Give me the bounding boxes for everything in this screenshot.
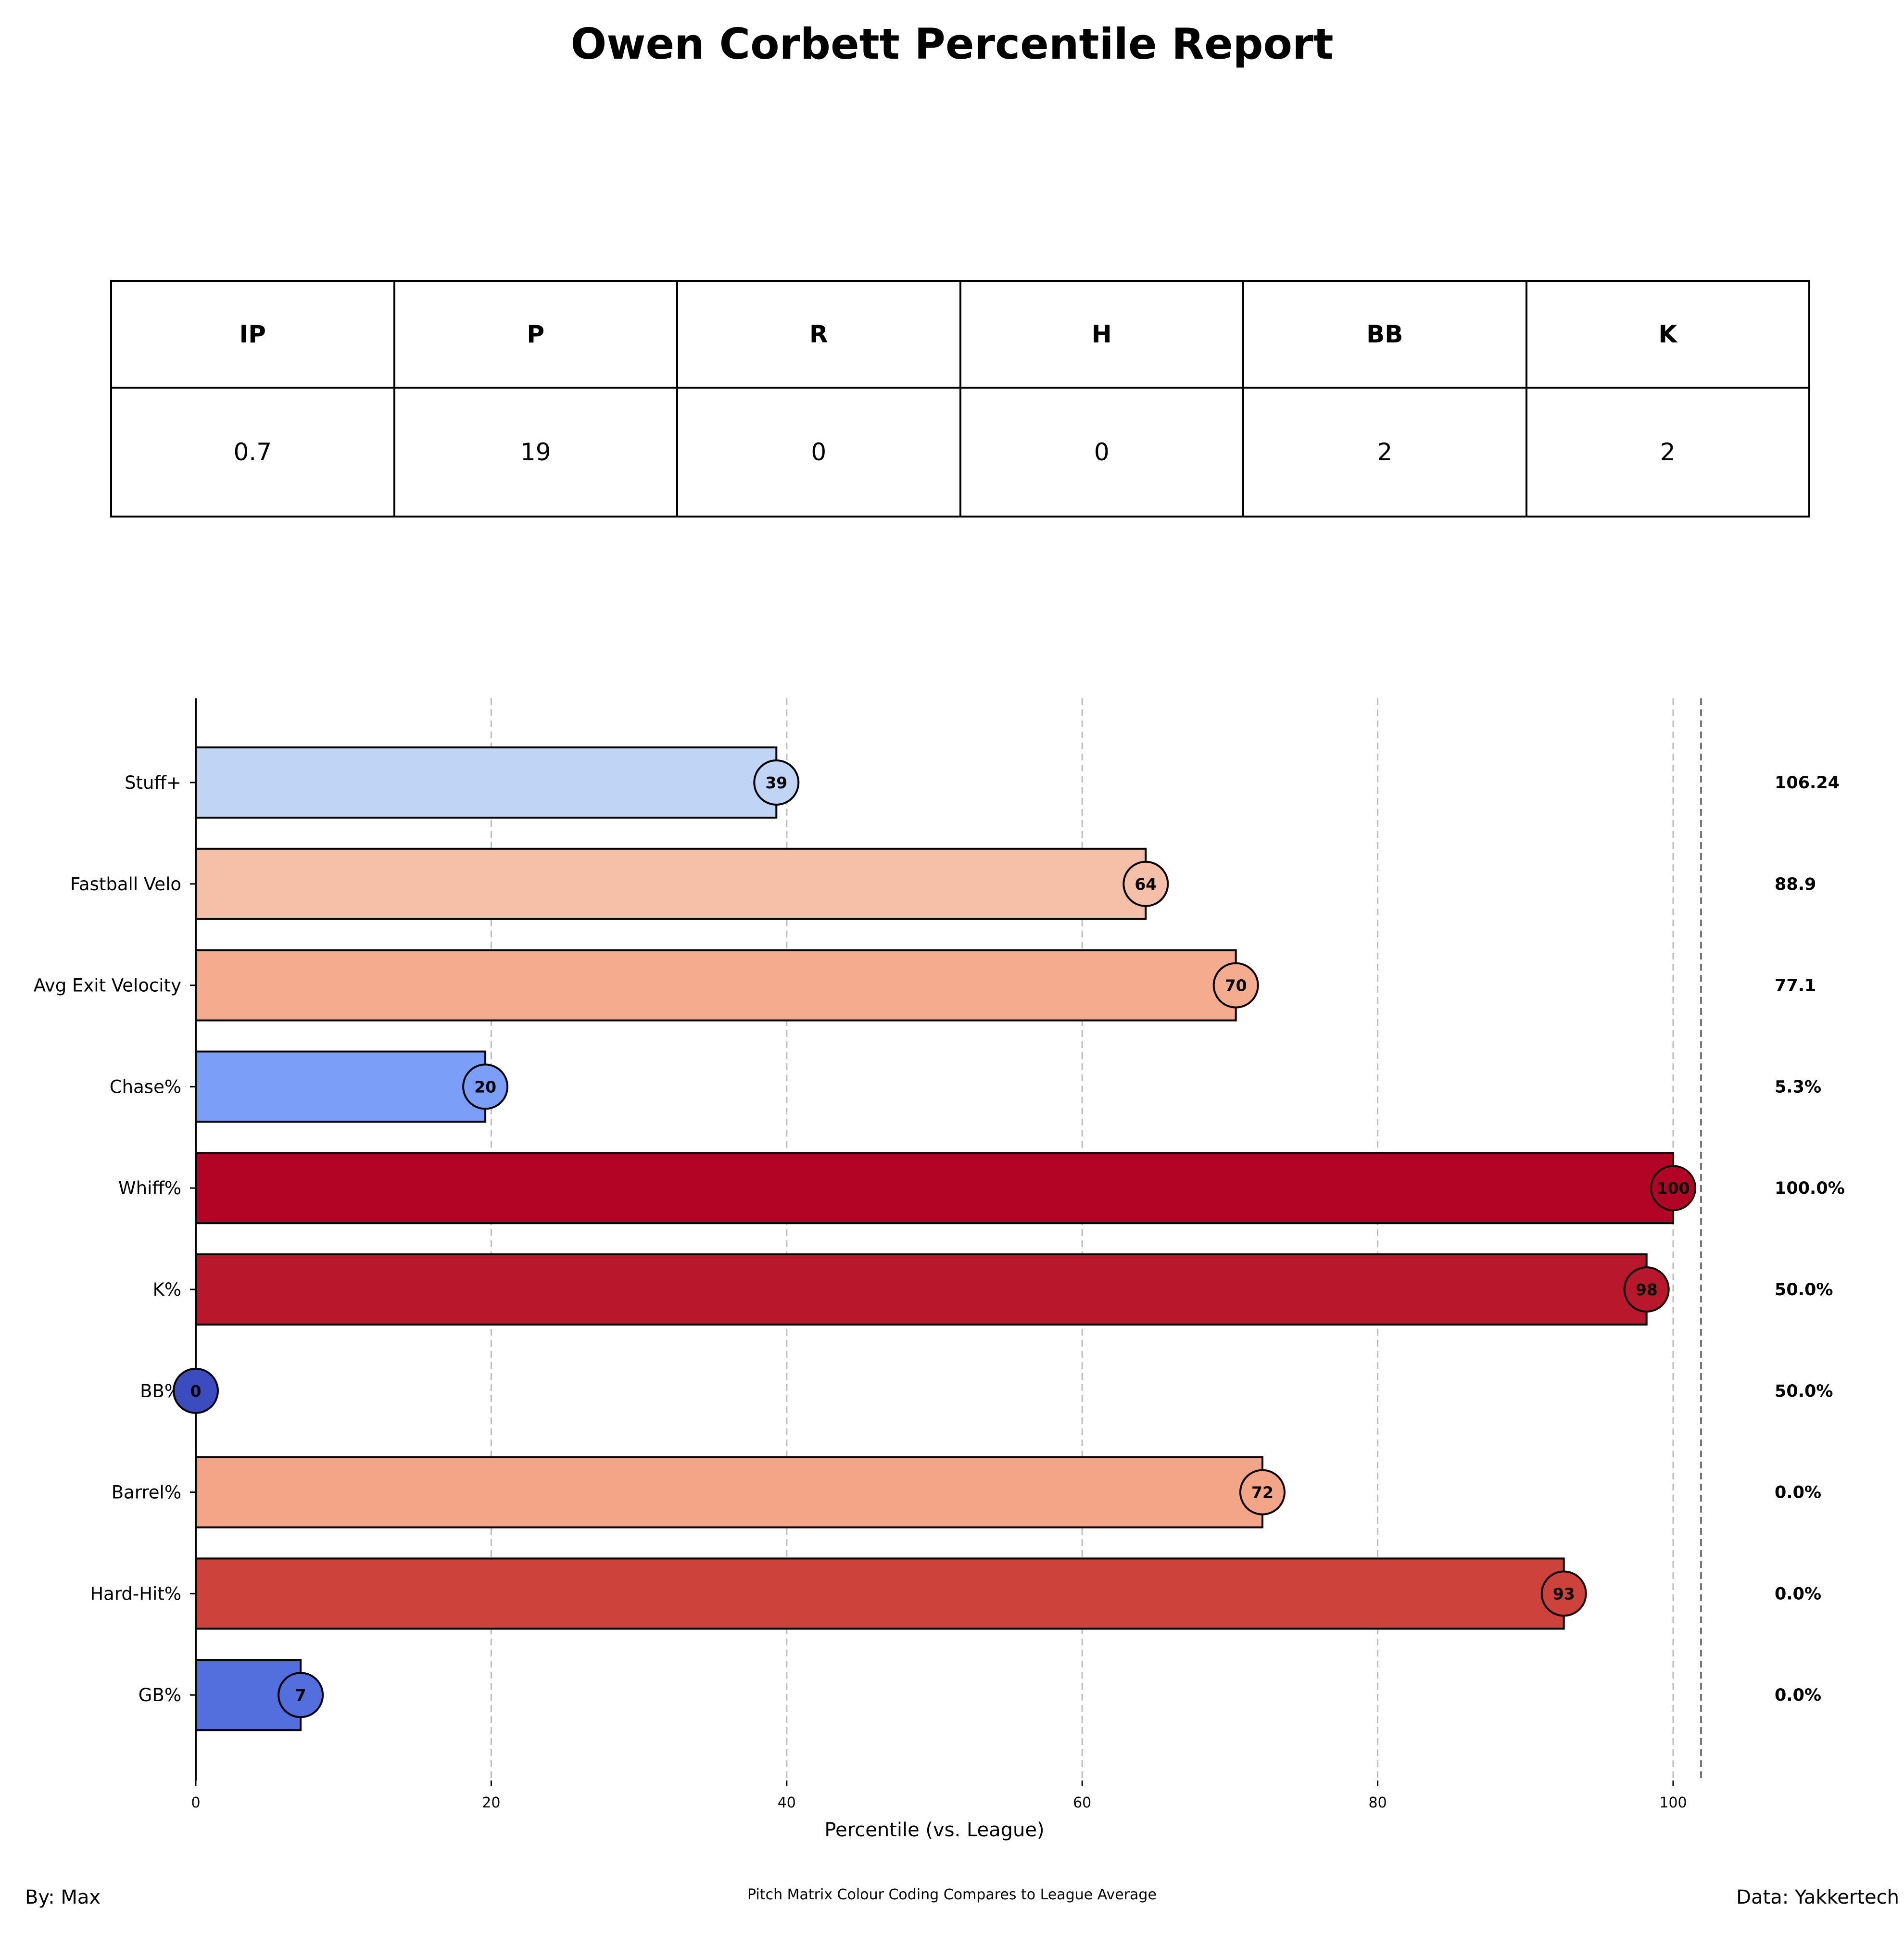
x-tick-label: 0 xyxy=(191,1794,200,1811)
footer-source: Data: Yakkertech xyxy=(1736,1886,1899,1908)
percentile-label: 93 xyxy=(1553,1584,1575,1603)
category-label: Hard-Hit% xyxy=(90,1583,181,1604)
percentile-marker xyxy=(277,1672,324,1718)
stats-value-r: 0 xyxy=(676,387,961,518)
stats-value-ip: 0.7 xyxy=(110,387,395,518)
footer-note: Pitch Matrix Colour Coding Compares to L… xyxy=(747,1886,1157,1903)
percentile-label: 20 xyxy=(474,1077,496,1096)
percentile-label: 0 xyxy=(190,1382,202,1401)
category-label: Chase% xyxy=(110,1076,181,1097)
percentile-marker xyxy=(1122,860,1169,907)
footer-author: By: Max xyxy=(25,1886,101,1908)
percentile-label: 70 xyxy=(1225,976,1247,995)
bar xyxy=(195,1253,1648,1326)
percentile-marker xyxy=(1540,1570,1587,1617)
raw-value-label: 50.0% xyxy=(1775,1280,1833,1300)
stats-header-bb: BB xyxy=(1242,280,1527,389)
raw-value-label: 0.0% xyxy=(1775,1686,1821,1705)
raw-value-label: 50.0% xyxy=(1775,1382,1833,1401)
stats-header-row: IP P R H BB K xyxy=(110,280,1810,389)
percentile-label: 98 xyxy=(1636,1280,1658,1299)
category-label: K% xyxy=(153,1279,181,1300)
stats-value-row: 0.7 19 0 0 2 2 xyxy=(110,387,1810,518)
stats-value-h: 0 xyxy=(959,387,1244,518)
x-tick-label: 80 xyxy=(1369,1794,1387,1811)
raw-value-label: 77.1 xyxy=(1775,976,1816,996)
stats-table: IP P R H BB K 0.7 19 0 0 2 2 xyxy=(110,280,1810,518)
bar xyxy=(195,1152,1674,1225)
x-tick-label: 40 xyxy=(778,1794,796,1811)
percentile-label: 72 xyxy=(1251,1483,1274,1502)
raw-value-label: 0.0% xyxy=(1775,1584,1821,1604)
raw-value-label: 88.9 xyxy=(1775,875,1816,894)
percentile-marker xyxy=(1212,962,1259,1009)
percentile-marker xyxy=(1650,1165,1696,1212)
raw-value-label: 0.0% xyxy=(1775,1483,1821,1503)
percentile-bar-chart: 0 20 40 60 80 100 Percentile (vs. League) Stuff… xyxy=(34,698,1845,1841)
stats-value-k: 2 xyxy=(1525,387,1810,518)
raw-value-label: 100.0% xyxy=(1775,1179,1845,1198)
percentile-label: 39 xyxy=(765,773,787,792)
stats-header-p: P xyxy=(393,280,678,389)
percentile-marker xyxy=(1239,1469,1286,1516)
percentile-label: 7 xyxy=(295,1686,306,1705)
x-tick-label: 60 xyxy=(1073,1794,1091,1811)
x-axis-label: Percentile (vs. League) xyxy=(824,1819,1044,1841)
raw-value-label: 106.24 xyxy=(1775,773,1840,793)
category-label: Avg Exit Velocity xyxy=(34,975,181,996)
stats-header-k: K xyxy=(1525,280,1810,389)
chart-title: Owen Corbett Percentile Report xyxy=(570,19,1334,69)
x-tick-label: 20 xyxy=(482,1794,500,1811)
stats-header-ip: IP xyxy=(110,280,395,389)
bar xyxy=(195,949,1237,1022)
percentile-label: 100 xyxy=(1657,1179,1690,1198)
bar xyxy=(195,1456,1263,1528)
percentile-marker xyxy=(1623,1266,1670,1313)
bar xyxy=(195,1557,1565,1630)
x-tick-label: 100 xyxy=(1659,1794,1687,1811)
bar xyxy=(195,1050,487,1123)
category-label: Barrel% xyxy=(112,1482,181,1503)
stats-header-h: H xyxy=(959,280,1244,389)
bar xyxy=(195,847,1147,920)
stats-value-bb: 2 xyxy=(1242,387,1527,518)
raw-value-label: 5.3% xyxy=(1775,1077,1821,1097)
stats-header-r: R xyxy=(676,280,961,389)
percentile-marker xyxy=(462,1063,509,1110)
category-label: Fastball Velo xyxy=(70,874,181,895)
percentile-marker xyxy=(753,759,800,806)
stats-value-p: 19 xyxy=(393,387,678,518)
bar xyxy=(195,746,778,819)
category-label: GB% xyxy=(139,1685,181,1705)
category-label: Whiff% xyxy=(118,1178,181,1199)
category-label: Stuff+ xyxy=(125,772,181,793)
percentile-label: 64 xyxy=(1135,875,1157,894)
percentile-marker xyxy=(173,1367,219,1414)
